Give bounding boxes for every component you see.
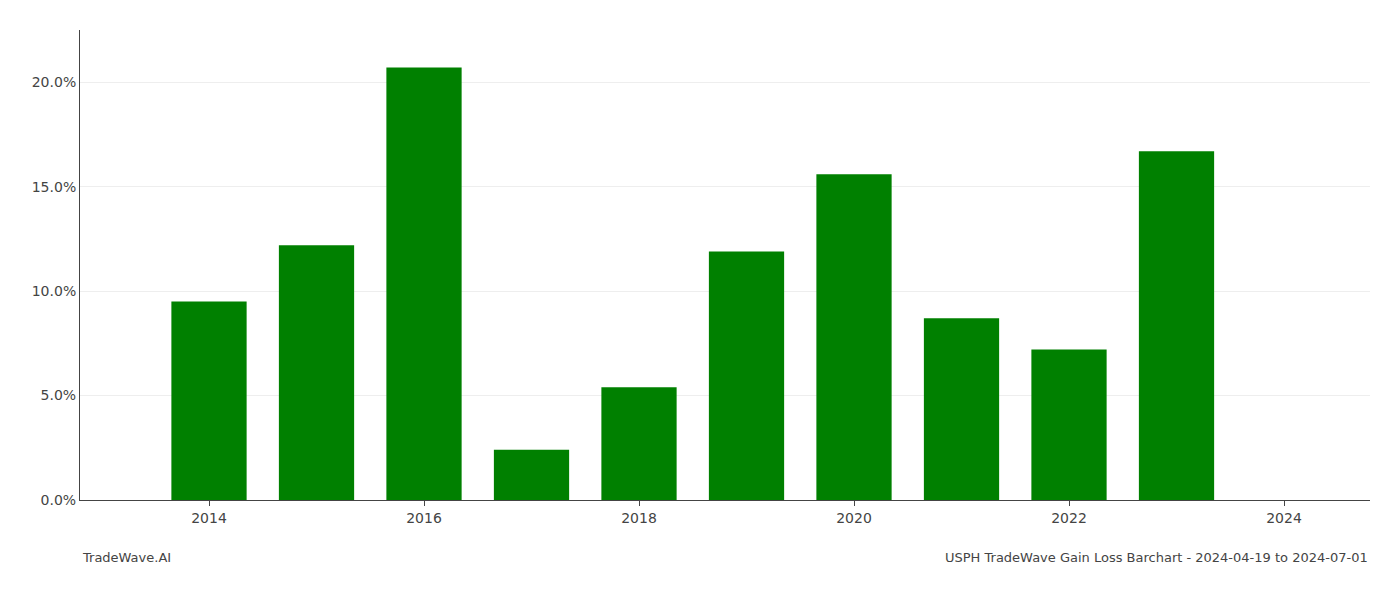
svg-text:2016: 2016 — [406, 510, 442, 526]
svg-text:5.0%: 5.0% — [41, 387, 77, 403]
svg-text:15.0%: 15.0% — [32, 179, 76, 195]
svg-text:2024: 2024 — [1266, 510, 1302, 526]
svg-text:0.0%: 0.0% — [41, 492, 77, 508]
svg-text:2014: 2014 — [191, 510, 227, 526]
svg-text:USPH TradeWave Gain Loss Barch: USPH TradeWave Gain Loss Barchart - 2024… — [945, 550, 1368, 565]
svg-text:10.0%: 10.0% — [32, 283, 76, 299]
svg-text:2020: 2020 — [836, 510, 872, 526]
svg-text:20.0%: 20.0% — [32, 74, 76, 90]
svg-text:TradeWave.AI: TradeWave.AI — [82, 550, 171, 565]
svg-text:2022: 2022 — [1051, 510, 1087, 526]
svg-text:2018: 2018 — [621, 510, 657, 526]
